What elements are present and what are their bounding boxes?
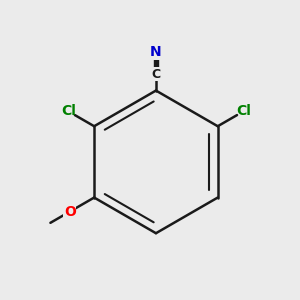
Text: N: N xyxy=(150,45,162,59)
Text: O: O xyxy=(64,205,76,219)
Text: C: C xyxy=(152,68,160,81)
Text: Cl: Cl xyxy=(236,104,251,118)
Text: Cl: Cl xyxy=(61,104,76,118)
